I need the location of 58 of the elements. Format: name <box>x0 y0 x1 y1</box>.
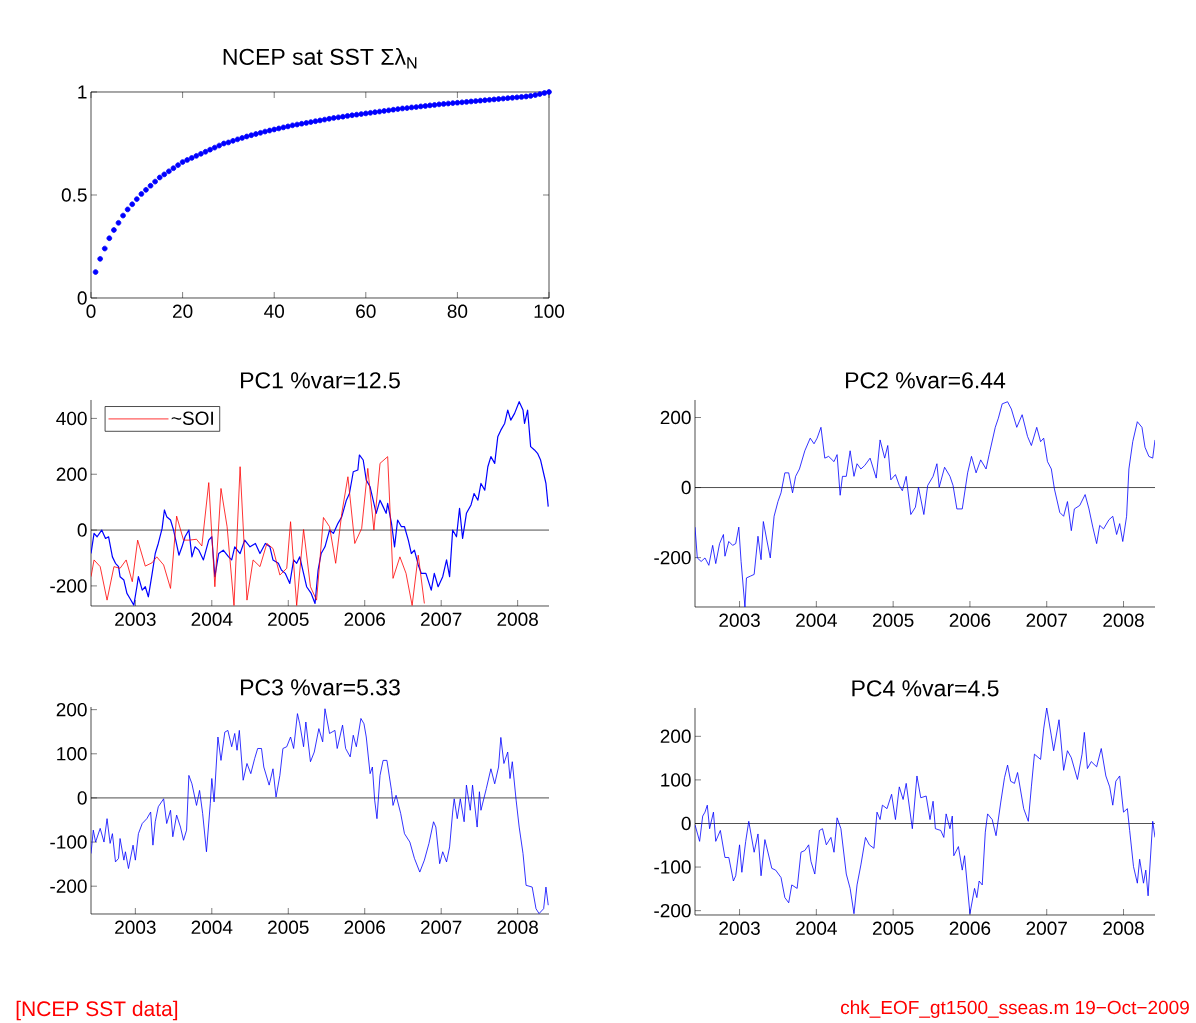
y-tick-label: 0 <box>681 480 691 495</box>
x-tick-label: 2005 <box>268 612 309 626</box>
x-tick-label: 2003 <box>719 613 760 627</box>
y-tick-label: -200 <box>654 903 691 918</box>
y-tick-label: 200 <box>660 410 691 425</box>
x-tick-label: 2007 <box>1026 613 1067 627</box>
x-tick-label: 2007 <box>1026 921 1067 935</box>
x-tick-label: 2004 <box>191 920 233 934</box>
y-tick-label: 200 <box>660 729 691 744</box>
x-tick-label: 20 <box>172 304 193 318</box>
y-tick-label: 0 <box>681 816 691 831</box>
x-tick-label: 80 <box>447 304 468 318</box>
y-tick-label: -200 <box>654 550 691 565</box>
x-tick-label: 100 <box>534 304 565 318</box>
x-tick-label: 2003 <box>115 612 156 626</box>
x-tick-label: 2008 <box>497 612 538 626</box>
y-tick-label: -100 <box>50 835 87 849</box>
y-tick-label: -200 <box>50 579 87 593</box>
x-tick-label: 2005 <box>268 920 309 934</box>
y-tick-label: 100 <box>661 773 691 787</box>
x-tick-label: 2003 <box>719 921 760 935</box>
chart-title: PC4 %var=4.5 <box>852 680 999 697</box>
text: chk_EOF_gt1500_sseas.m 19−Oct−2009 <box>841 1000 1189 1018</box>
y-tick-label: 200 <box>56 702 87 717</box>
y-tick-label: 400 <box>56 411 87 426</box>
x-tick-label: 2008 <box>497 920 538 934</box>
text: [NCEP SST data] <box>16 1000 178 1021</box>
y-tick-label: 0.5 <box>61 188 87 202</box>
x-tick-label: 2007 <box>421 920 462 934</box>
y-tick-label: 200 <box>56 467 87 481</box>
x-tick-label: 2004 <box>191 612 233 626</box>
y-tick-label: 100 <box>57 747 87 761</box>
legend-label: ~SOI <box>171 411 213 425</box>
y-tick-label: 0 <box>77 291 87 305</box>
chart-title: PC1 %var=12.5 <box>241 372 400 389</box>
y-tick-label: -100 <box>654 860 691 874</box>
x-tick-label: 2006 <box>344 612 386 626</box>
x-tick-label: 2004 <box>796 921 837 935</box>
x-tick-label: 2005 <box>872 613 914 627</box>
y-tick-label: 0 <box>77 791 87 805</box>
x-tick-label: 2008 <box>1103 921 1144 935</box>
x-tick-label: 2006 <box>949 921 991 935</box>
y-tick-label: 1 <box>78 85 87 99</box>
chart-title: NCEP sat SST Σλ$_{N}$ <box>223 48 417 69</box>
chart-title: PC2 %var=6.44 <box>846 372 1006 389</box>
x-tick-label: 2006 <box>949 613 991 627</box>
x-tick-label: 0 <box>86 304 96 318</box>
chart-title: PC3 %var=5.33 <box>241 679 400 696</box>
x-tick-label: 2007 <box>421 612 462 626</box>
x-tick-label: 2005 <box>872 921 914 935</box>
x-tick-label: 40 <box>264 304 285 318</box>
x-tick-label: 2006 <box>344 920 386 934</box>
x-tick-label: 2008 <box>1103 613 1144 627</box>
y-tick-label: -200 <box>50 879 87 893</box>
x-tick-label: 60 <box>356 304 376 318</box>
x-tick-label: 2003 <box>115 920 156 934</box>
x-tick-label: 2004 <box>796 613 837 627</box>
y-tick-label: 0 <box>77 523 87 537</box>
